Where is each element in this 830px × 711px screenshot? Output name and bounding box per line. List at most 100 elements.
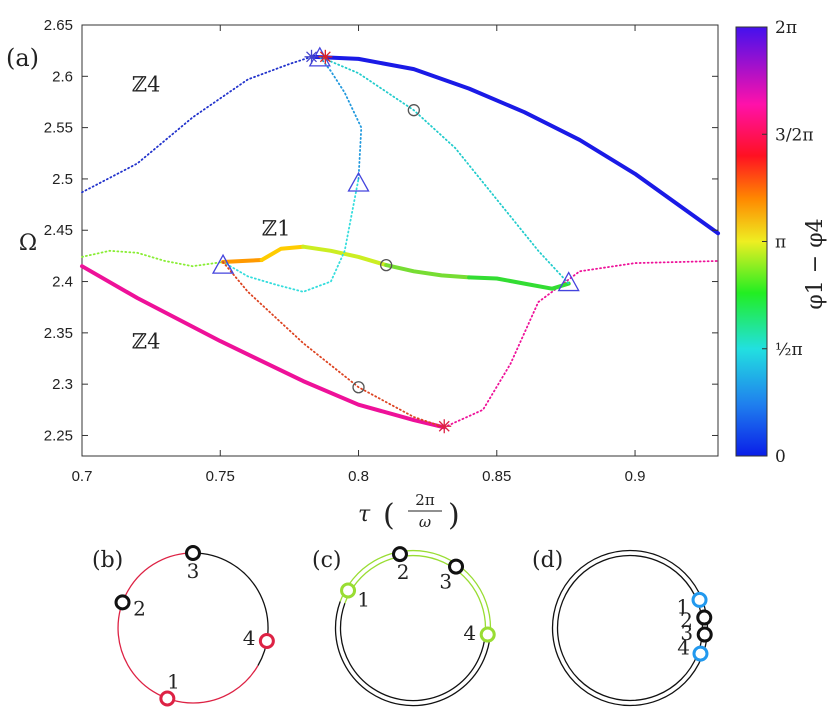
triangle-marker-2	[347, 171, 370, 192]
y-tick-label: 2.65	[44, 17, 73, 34]
x-tick-label: 0.7	[72, 468, 93, 485]
oscillator-marker	[696, 626, 713, 643]
series-line-7	[301, 244, 389, 268]
x-axis-label-symbol: τ	[358, 502, 371, 527]
x-axis-unit-paren-right: )	[448, 498, 460, 533]
panel-label: (d)	[532, 548, 563, 573]
oscillator-label: 4	[463, 621, 476, 645]
phase-ring-arc	[334, 601, 492, 707]
phase-ring-arc	[551, 549, 709, 707]
phase-ring-arc	[192, 552, 269, 666]
curve-annotation: ℤ4	[132, 73, 161, 97]
triangle-marker-1	[211, 253, 235, 274]
y-axis-ticks: 2.25 2.3 2.35 2.4 2.45 2.5 2.55 2.6 2.65	[44, 17, 718, 444]
series-line-14	[222, 261, 446, 429]
oscillator-label: 3	[680, 621, 693, 645]
circle-marker-7	[352, 381, 365, 394]
colorbar-label: φ1 − φ4	[803, 218, 828, 309]
oscillator-marker	[696, 609, 713, 626]
x-tick-label: 0.85	[482, 468, 511, 485]
main-chart: 0.7 0.75 0.8 0.85 0.9 2.252.32.352.42.452.52…	[6, 17, 720, 533]
star-stroke	[438, 420, 450, 432]
circle-marker-5	[407, 104, 420, 117]
series-line-13	[318, 55, 570, 285]
colorbar: 0 ½π π 3/2π 2π φ1 − φ4	[735, 18, 828, 467]
panel-label: (c)	[312, 548, 342, 573]
series-line-10	[81, 249, 224, 268]
oscillator-marker	[159, 690, 176, 707]
oscillator-marker	[691, 591, 708, 608]
curve-annotation: ℤ4	[132, 329, 161, 353]
triangle-marker-4	[557, 271, 580, 292]
x-tick-label: 0.8	[348, 468, 369, 485]
series-line-5	[221, 258, 264, 264]
y-tick-label: 2.45	[44, 222, 73, 239]
series-line-9	[467, 275, 571, 291]
x-axis-unit-numerator: 2π	[415, 491, 435, 509]
colorbar-tick-label: π	[775, 233, 786, 253]
oscillator-label: 1	[167, 670, 180, 694]
panel-label-a: (a)	[6, 44, 39, 72]
oscillator-marker	[340, 582, 357, 599]
colorbar-tick-label: 0	[775, 447, 786, 467]
y-tick-label: 2.55	[44, 120, 73, 137]
curve-annotations: ℤ4 ℤ1 ℤ4	[132, 73, 291, 354]
x-tick-label: 0.9	[625, 468, 646, 485]
x-axis-ticks: 0.7 0.75 0.8 0.85 0.9	[72, 25, 646, 485]
star-marker-10	[437, 419, 452, 434]
series-line-3	[80, 264, 447, 430]
y-axis-label: Ω	[19, 231, 37, 256]
x-axis-unit-paren-left: (	[383, 498, 395, 533]
marker-layer	[211, 46, 580, 434]
x-tick-label: 0.75	[206, 468, 235, 485]
series-line-11	[222, 177, 360, 293]
phase-ring-arc	[344, 554, 487, 629]
oscillator-label: 1	[357, 588, 370, 612]
y-tick-label: 2.6	[52, 68, 73, 85]
colorbar-ticks: 0 ½π π 3/2π 2π	[762, 18, 814, 467]
oscillator-label: 2	[680, 608, 693, 632]
star-marker-9	[318, 49, 333, 64]
series-line-2	[81, 55, 313, 194]
y-tick-label: 2.3	[52, 376, 73, 393]
star-stroke	[306, 51, 317, 63]
colorbar-tick-label: ½π	[775, 340, 803, 360]
oscillator-marker	[692, 645, 709, 662]
oscillator-label: 1	[676, 595, 689, 619]
colorbar-bar	[735, 26, 768, 457]
oscillator-marker	[448, 558, 465, 575]
oscillator-marker	[258, 633, 275, 650]
series-line-6	[259, 244, 306, 262]
oscillator-label: 2	[397, 560, 410, 584]
phase-ring-arc	[556, 554, 704, 702]
series-line-1	[309, 54, 720, 236]
x-axis-unit-denominator: ω	[419, 513, 431, 531]
phase-ring-arc	[339, 602, 487, 702]
oscillator-label: 3	[439, 569, 452, 593]
star-stroke	[319, 51, 331, 63]
oscillator-label: 2	[133, 597, 146, 621]
y-tick-label: 2.25	[44, 427, 73, 444]
oscillator-label: 4	[243, 626, 256, 650]
y-tick-label: 2.35	[44, 325, 73, 342]
oscillator-label: 4	[677, 635, 690, 659]
curve-annotation: ℤ1	[262, 216, 291, 240]
y-tick-label: 2.4	[52, 274, 73, 291]
oscillator-label: 3	[187, 559, 200, 583]
series-line-4	[443, 260, 719, 429]
y-tick-label: 2.5	[52, 171, 73, 188]
x-axis-label: τ ( 2π ω )	[358, 491, 460, 533]
oscillator-marker	[479, 626, 496, 643]
phase-panel-1: (b) 1 2 3 4	[92, 545, 275, 707]
plot-frame	[81, 24, 719, 457]
panel-label: (b)	[92, 548, 123, 573]
colorbar-tick-label: 3/2π	[775, 125, 814, 145]
oscillator-marker	[114, 594, 131, 611]
phase-ring-arc	[339, 549, 492, 629]
phase-panel-2: (c) 1 2 3 4	[312, 546, 496, 707]
oscillator-marker	[391, 546, 408, 563]
phase-ring-arc	[117, 552, 259, 704]
